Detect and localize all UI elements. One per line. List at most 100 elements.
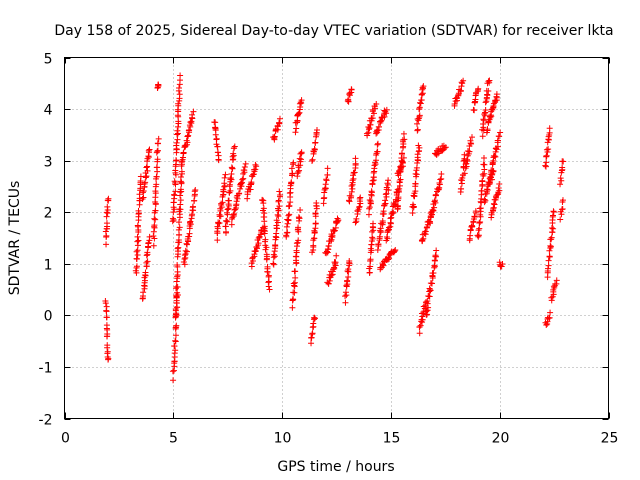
data-point [369, 177, 376, 184]
data-point [331, 265, 338, 272]
data-point [557, 181, 564, 188]
data-point [293, 125, 300, 132]
data-point [387, 215, 394, 222]
data-point [174, 130, 181, 137]
data-point [394, 202, 401, 209]
data-point [180, 150, 187, 157]
data-point [223, 228, 230, 235]
data-point [481, 161, 488, 168]
data-point [151, 235, 158, 242]
data-point [242, 160, 249, 167]
data-point [298, 156, 305, 163]
data-point [181, 252, 188, 259]
y-tick-label: 0 [44, 309, 53, 325]
data-point [169, 215, 176, 222]
data-point [291, 289, 298, 296]
data-point [544, 265, 551, 272]
data-point [187, 218, 194, 225]
data-point [477, 213, 484, 220]
data-point [346, 89, 353, 96]
data-point [134, 242, 141, 249]
data-point [292, 274, 299, 281]
data-point [270, 251, 277, 258]
data-point [272, 242, 279, 249]
data-point [365, 129, 372, 136]
y-tick-label: 2 [44, 206, 53, 222]
data-point [477, 218, 484, 225]
data-point [260, 207, 267, 214]
data-point [184, 139, 191, 146]
data-point [216, 220, 223, 227]
data-point [308, 334, 315, 341]
data-point [543, 152, 550, 159]
y-axis-title: SDTVAR / TECUs [7, 181, 23, 296]
data-point [174, 275, 181, 282]
data-point [274, 211, 281, 218]
data-point [228, 221, 235, 228]
data-point [311, 227, 318, 234]
data-point [348, 193, 355, 200]
data-point [377, 225, 384, 232]
data-point [329, 232, 336, 239]
data-point [352, 160, 359, 167]
data-point [276, 203, 283, 210]
data-point [211, 119, 218, 126]
data-point [294, 118, 301, 125]
chart-title: Day 158 of 2025, Sidereal Day-to-day VTE… [54, 23, 613, 39]
data-point [420, 83, 427, 90]
data-point [348, 188, 355, 195]
data-point [418, 97, 425, 104]
data-point [174, 262, 181, 269]
data-point [395, 172, 402, 179]
data-point [374, 246, 381, 253]
data-point [174, 245, 181, 252]
data-point [189, 111, 196, 118]
data-point [376, 123, 383, 130]
data-point [431, 204, 438, 211]
data-point [325, 280, 332, 287]
data-point [331, 227, 338, 234]
data-point [183, 248, 190, 255]
data-point [191, 188, 198, 195]
data-point [558, 177, 565, 184]
data-point [274, 219, 281, 226]
data-point [346, 198, 353, 205]
data-point [469, 223, 476, 230]
data-point [414, 151, 421, 158]
data-point [433, 253, 440, 260]
data-point [486, 77, 493, 84]
x-tick-label: 0 [61, 431, 70, 447]
data-point [310, 242, 317, 249]
data-point [177, 201, 184, 208]
data-point [283, 223, 290, 230]
data-point [547, 309, 554, 316]
data-point [103, 232, 110, 239]
data-point [293, 240, 300, 247]
data-point [400, 154, 407, 161]
data-point [372, 105, 379, 112]
data-point [142, 179, 149, 186]
data-point [224, 211, 231, 218]
axis-ticks [64, 57, 610, 420]
data-point [468, 140, 475, 147]
data-point [277, 192, 284, 199]
data-point [264, 268, 271, 275]
data-point [152, 207, 159, 214]
data-point [414, 120, 421, 127]
data-point [414, 126, 421, 133]
data-point [374, 148, 381, 155]
data-point [345, 98, 352, 105]
x-tick-label: 10 [274, 431, 292, 447]
data-point [422, 228, 429, 235]
data-point [271, 253, 278, 260]
data-point [309, 157, 316, 164]
data-point [223, 217, 230, 224]
data-point [294, 173, 301, 180]
data-point [288, 179, 295, 186]
data-point [369, 228, 376, 235]
data-point [543, 159, 550, 166]
data-point [224, 218, 231, 225]
data-point [144, 258, 151, 265]
data-point [423, 307, 430, 314]
data-point [219, 199, 226, 206]
